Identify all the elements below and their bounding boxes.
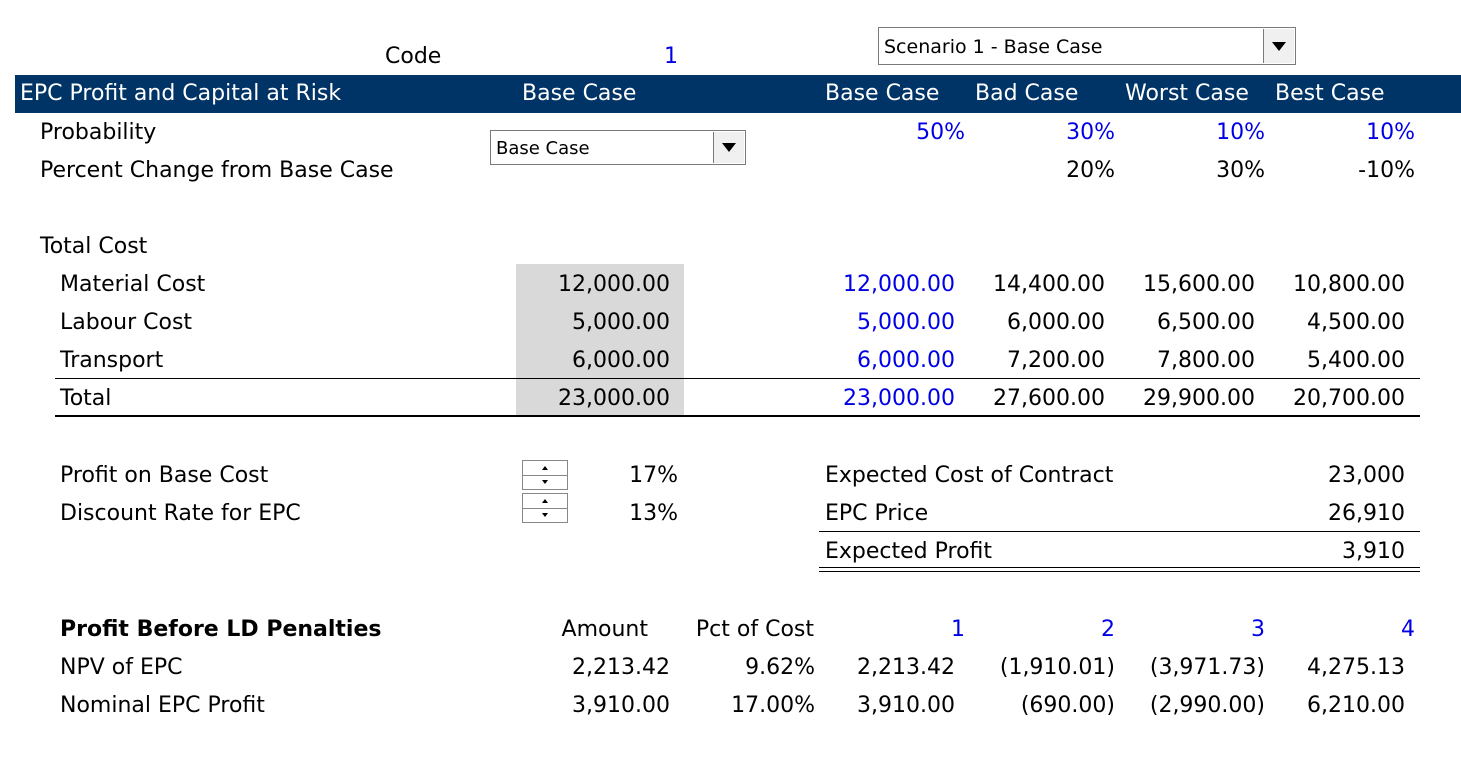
probability-4: 10% bbox=[1366, 120, 1415, 145]
nominal-label: Nominal EPC Profit bbox=[60, 693, 265, 718]
arrow-down-icon bbox=[542, 480, 548, 484]
nominal-pct: 17.00% bbox=[731, 693, 815, 718]
expected-cost-value: 23,000 bbox=[1328, 463, 1405, 488]
discount-rate-label: Discount Rate for EPC bbox=[60, 501, 301, 526]
npv-1: 2,213.42 bbox=[857, 655, 955, 680]
col-amount-header: Amount bbox=[561, 617, 648, 642]
chevron-down-icon bbox=[722, 143, 736, 152]
material-cost-label: Material Cost bbox=[60, 272, 206, 297]
code-label: Code bbox=[385, 44, 442, 69]
transport-2: 7,200.00 bbox=[1007, 348, 1105, 373]
expected-profit-label: Expected Profit bbox=[825, 539, 993, 564]
total-cost-label: Total Cost bbox=[40, 234, 148, 259]
material-cost-2: 14,400.00 bbox=[993, 272, 1105, 297]
labour-cost-selected: 5,000.00 bbox=[572, 310, 670, 335]
spinner-down-button[interactable] bbox=[523, 508, 567, 522]
labour-cost-3: 6,500.00 bbox=[1157, 310, 1255, 335]
scenario-num-2: 2 bbox=[1101, 617, 1115, 642]
material-cost-1: 12,000.00 bbox=[843, 272, 955, 297]
npv-3: (3,971.73) bbox=[1149, 655, 1265, 680]
chevron-down-icon bbox=[1272, 41, 1286, 51]
total-2: 27,600.00 bbox=[993, 386, 1105, 411]
total-label: Total bbox=[60, 386, 112, 411]
total-3: 29,900.00 bbox=[1143, 386, 1255, 411]
arrow-down-icon bbox=[542, 513, 548, 517]
transport-4: 5,400.00 bbox=[1307, 348, 1405, 373]
discount-spinner[interactable] bbox=[522, 493, 568, 523]
dropdown-arrow-button[interactable] bbox=[713, 132, 744, 163]
scenario-num-4: 4 bbox=[1401, 617, 1415, 642]
selected-case-shading bbox=[516, 264, 684, 416]
total-selected: 23,000.00 bbox=[558, 386, 670, 411]
scenario-dropdown-value: Scenario 1 - Base Case bbox=[884, 36, 1103, 58]
discount-rate-value: 13% bbox=[629, 501, 678, 526]
npv-label: NPV of EPC bbox=[60, 655, 183, 680]
header-selected-case: Base Case bbox=[522, 81, 637, 106]
dropdown-arrow-button[interactable] bbox=[1263, 29, 1294, 63]
nominal-2: (690.00) bbox=[1020, 693, 1115, 718]
transport-3: 7,800.00 bbox=[1157, 348, 1255, 373]
npv-amount: 2,213.42 bbox=[572, 655, 670, 680]
epc-price-label: EPC Price bbox=[825, 501, 929, 526]
total-bottom-border bbox=[55, 415, 1420, 417]
profit-on-base-value: 17% bbox=[629, 463, 678, 488]
expected-cost-label: Expected Cost of Contract bbox=[825, 463, 1114, 488]
total-4: 20,700.00 bbox=[1293, 386, 1405, 411]
probability-1: 50% bbox=[916, 120, 965, 145]
labour-cost-4: 4,500.00 bbox=[1307, 310, 1405, 335]
pct-change-3: 30% bbox=[1216, 158, 1265, 183]
profit-double-border-1 bbox=[819, 567, 1420, 568]
scenario-num-3: 3 bbox=[1251, 617, 1265, 642]
transport-1: 6,000.00 bbox=[857, 348, 955, 373]
total-1: 23,000.00 bbox=[843, 386, 955, 411]
transport-label: Transport bbox=[60, 348, 164, 373]
header-scenario-3: Worst Case bbox=[1125, 81, 1249, 106]
header-scenario-4: Best Case bbox=[1275, 81, 1385, 106]
pct-change-label: Percent Change from Base Case bbox=[40, 158, 394, 183]
header-bar: EPC Profit and Capital at Risk Base Case… bbox=[15, 75, 1461, 113]
transport-selected: 6,000.00 bbox=[572, 348, 670, 373]
labour-cost-1: 5,000.00 bbox=[857, 310, 955, 335]
labour-cost-2: 6,000.00 bbox=[1007, 310, 1105, 335]
spinner-down-button[interactable] bbox=[523, 475, 567, 489]
scenario-dropdown[interactable]: Scenario 1 - Base Case bbox=[878, 27, 1296, 65]
header-scenario-2: Bad Case bbox=[975, 81, 1079, 106]
spinner-up-button[interactable] bbox=[523, 494, 567, 509]
expected-profit-value: 3,910 bbox=[1342, 539, 1405, 564]
profit-top-border bbox=[819, 531, 1420, 532]
nominal-4: 6,210.00 bbox=[1307, 693, 1405, 718]
probability-label: Probability bbox=[40, 120, 157, 145]
material-cost-4: 10,800.00 bbox=[1293, 272, 1405, 297]
case-dropdown-value: Base Case bbox=[496, 138, 590, 159]
material-cost-selected: 12,000.00 bbox=[558, 272, 670, 297]
scenario-num-1: 1 bbox=[951, 617, 965, 642]
pct-change-4: -10% bbox=[1358, 158, 1415, 183]
arrow-up-icon bbox=[542, 466, 548, 470]
probability-3: 10% bbox=[1216, 120, 1265, 145]
profit-spinner[interactable] bbox=[522, 460, 568, 490]
total-top-border bbox=[55, 378, 1420, 379]
nominal-1: 3,910.00 bbox=[857, 693, 955, 718]
material-cost-3: 15,600.00 bbox=[1143, 272, 1255, 297]
epc-price-value: 26,910 bbox=[1328, 501, 1405, 526]
pct-change-2: 20% bbox=[1066, 158, 1115, 183]
npv-2: (1,910.01) bbox=[999, 655, 1115, 680]
profit-table-title: Profit Before LD Penalties bbox=[60, 617, 382, 642]
npv-pct: 9.62% bbox=[745, 655, 815, 680]
arrow-up-icon bbox=[542, 499, 548, 503]
col-pct-header: Pct of Cost bbox=[695, 617, 814, 642]
labour-cost-label: Labour Cost bbox=[60, 310, 193, 335]
header-title: EPC Profit and Capital at Risk bbox=[20, 81, 342, 106]
npv-4: 4,275.13 bbox=[1307, 655, 1405, 680]
case-dropdown[interactable]: Base Case bbox=[490, 130, 746, 165]
nominal-amount: 3,910.00 bbox=[572, 693, 670, 718]
spinner-up-button[interactable] bbox=[523, 461, 567, 476]
header-scenario-1: Base Case bbox=[825, 81, 940, 106]
profit-double-border-2 bbox=[819, 571, 1420, 572]
profit-on-base-label: Profit on Base Cost bbox=[60, 463, 269, 488]
nominal-3: (2,990.00) bbox=[1149, 693, 1265, 718]
probability-2: 30% bbox=[1066, 120, 1115, 145]
code-value: 1 bbox=[664, 44, 678, 69]
